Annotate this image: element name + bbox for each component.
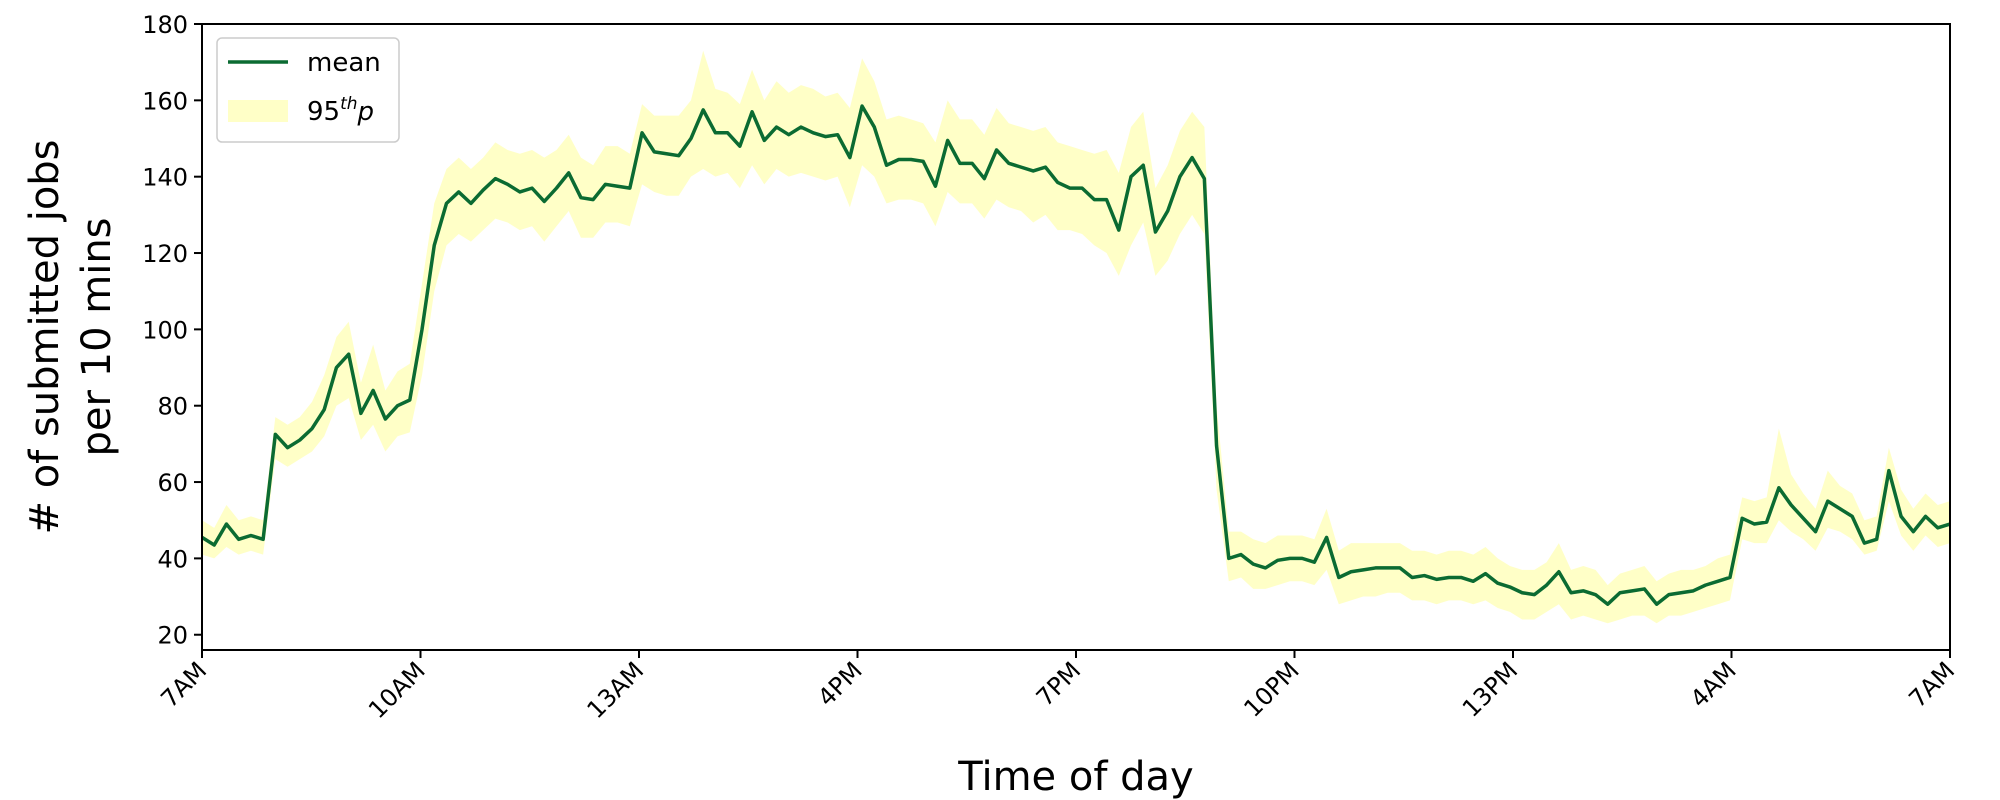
legend-mean-label: mean bbox=[307, 48, 381, 78]
y-axis-title-line-1: # of submitted jobs bbox=[22, 139, 68, 534]
x-tick-label: 10AM bbox=[363, 656, 431, 724]
y-tick-label: 40 bbox=[157, 545, 188, 573]
y-axis-title-line-2: per 10 mins bbox=[74, 217, 120, 456]
x-axis: 7AM 10AM 13AM 4PM 7PM 10PM 13PM 4AM 7AM bbox=[155, 650, 1960, 724]
x-tick-label: 7AM bbox=[1903, 656, 1960, 713]
x-tick-label: 4AM bbox=[1685, 656, 1742, 713]
x-axis-title: Time of day bbox=[957, 754, 1193, 800]
mean-line-layer bbox=[201, 104, 1951, 606]
plot-area-frame bbox=[201, 23, 1951, 651]
y-axis-title: # of submitted jobs per 10 mins bbox=[22, 139, 120, 534]
legend-band-swatch bbox=[228, 100, 288, 122]
y-tick-label: 60 bbox=[157, 469, 188, 497]
x-tick-label: 13AM bbox=[582, 656, 650, 724]
x-tick-label: 7PM bbox=[1031, 656, 1086, 711]
mean-series-line bbox=[201, 104, 1951, 606]
legend-band-label-p: p bbox=[357, 97, 375, 127]
y-tick-label: 120 bbox=[142, 240, 188, 268]
y-tick-label: 80 bbox=[157, 393, 188, 421]
x-tick-label: 4PM bbox=[812, 656, 867, 711]
y-tick-label: 140 bbox=[142, 164, 188, 192]
x-tick-label: 13PM bbox=[1457, 656, 1523, 722]
legend-band-label-sup: th bbox=[340, 94, 357, 114]
legend-band-label: 95thp bbox=[307, 94, 374, 127]
y-axis: 20 40 60 80 100 120 140 160 180 bbox=[142, 11, 202, 650]
y-tick-label: 100 bbox=[142, 316, 188, 344]
legend-band-label-base: 95 bbox=[307, 97, 340, 127]
percentile-band-layer bbox=[202, 50, 1950, 624]
y-tick-label: 180 bbox=[142, 11, 188, 39]
y-tick-label: 160 bbox=[142, 87, 188, 115]
y-tick-label: 20 bbox=[157, 622, 188, 650]
legend: mean 95thp bbox=[216, 37, 400, 143]
x-tick-label: 7AM bbox=[155, 656, 212, 713]
x-tick-label: 10PM bbox=[1238, 656, 1304, 722]
percentile-band-area bbox=[202, 50, 1950, 624]
